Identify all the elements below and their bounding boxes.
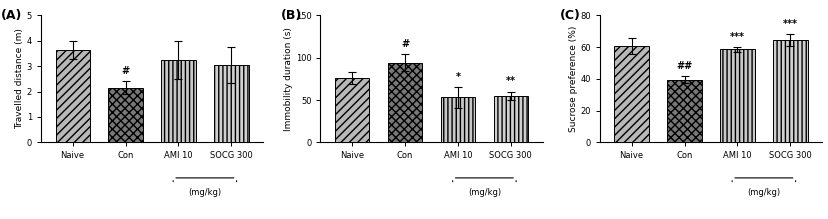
Bar (108, 88, 142, 142)
Bar (614, 46, 648, 142)
Bar (388, 63, 421, 142)
Text: (mg/kg): (mg/kg) (467, 188, 500, 197)
Bar (335, 78, 369, 142)
Bar (720, 49, 753, 142)
Text: ##: ## (676, 61, 692, 71)
Text: (B): (B) (280, 9, 301, 22)
Text: (C): (C) (559, 9, 580, 22)
Text: ***: *** (782, 19, 797, 29)
Text: **: ** (505, 76, 515, 87)
Text: *: * (455, 72, 460, 82)
Bar (440, 97, 474, 142)
Bar (55, 50, 89, 142)
Text: ***: *** (729, 32, 744, 42)
Y-axis label: Immobility duration (s): Immobility duration (s) (283, 27, 292, 131)
Text: (A): (A) (1, 9, 22, 22)
Bar (493, 96, 527, 142)
Bar (667, 80, 700, 142)
Text: #: # (401, 39, 409, 49)
Text: (mg/kg): (mg/kg) (746, 188, 779, 197)
Bar (773, 40, 806, 142)
Y-axis label: Sucrose preference (%): Sucrose preference (%) (568, 26, 577, 132)
Bar (214, 65, 248, 142)
Y-axis label: Travelled distance (m): Travelled distance (m) (15, 28, 24, 129)
Text: (mg/kg): (mg/kg) (188, 188, 221, 197)
Bar (161, 60, 195, 142)
Text: #: # (122, 66, 129, 76)
